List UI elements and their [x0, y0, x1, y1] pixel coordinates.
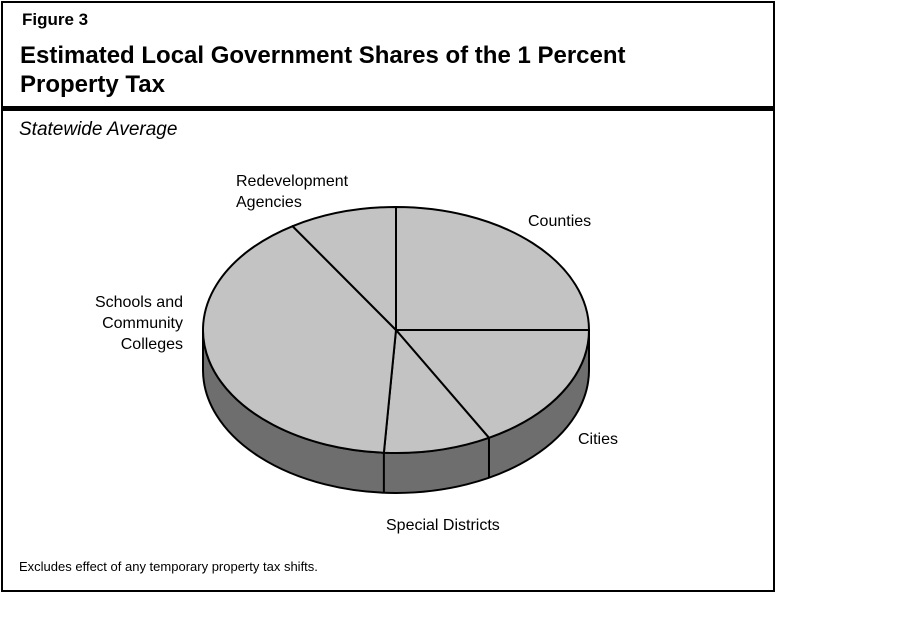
figure-frame: Figure 3 Estimated Local Government Shar… — [1, 1, 775, 592]
pie-slice-redevelopment-agencies — [291, 206, 397, 331]
chart-title: Estimated Local Government Shares of the… — [20, 42, 626, 98]
slice-label-schools: Schools and Community Colleges — [94, 294, 183, 353]
chart-subtitle: Statewide Average — [19, 119, 178, 140]
figure-header: Figure 3 Estimated Local Government Shar… — [3, 3, 773, 111]
slice-label-cities: Cities — [578, 431, 619, 448]
chart-footnote: Excludes effect of any temporary propert… — [19, 559, 318, 574]
pie-slice-special-districts — [382, 329, 490, 454]
pie-slice-counties — [395, 206, 590, 331]
slice-label-redevelopment: Redevelopment Agencies — [236, 173, 349, 211]
slice-label-counties: Counties — [528, 213, 592, 230]
pie-slice-cities — [395, 329, 590, 439]
slice-label-special-districts: Special Districts — [386, 517, 500, 534]
figure-label: Figure 3 — [22, 10, 89, 29]
